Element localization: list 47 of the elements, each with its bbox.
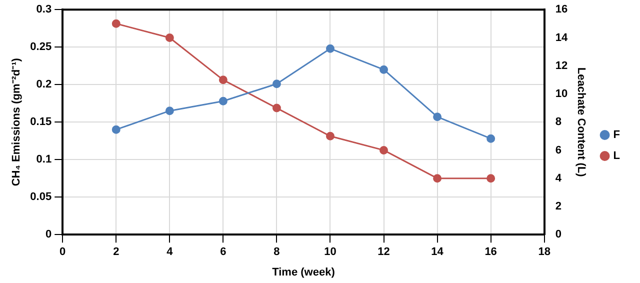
point <box>380 65 388 74</box>
point <box>486 134 496 143</box>
y2-tick-label: 8 <box>555 116 562 128</box>
legend-label: F <box>613 129 620 142</box>
point <box>326 44 334 53</box>
x-tick-label: 14 <box>431 246 444 258</box>
x-tick-label: 0 <box>60 246 66 258</box>
point <box>165 33 174 42</box>
point <box>112 125 120 134</box>
y-axis-title: CH₄ Emissions (gm⁻²d⁻¹) <box>10 58 23 186</box>
point <box>326 132 334 140</box>
y-tick-label: 0.1 <box>36 154 52 166</box>
x-tick-label: 6 <box>220 246 226 258</box>
x-tick-label: 16 <box>484 246 497 258</box>
y-tick-label: 0.05 <box>30 191 52 204</box>
point <box>165 106 174 116</box>
x-tick-label: 12 <box>378 246 390 258</box>
point <box>380 146 388 154</box>
y-tick-label: 0.2 <box>36 78 52 91</box>
y2-tick-label: 12 <box>555 60 568 72</box>
point <box>433 174 442 183</box>
y-tick-label: 0 <box>45 228 52 241</box>
y2-tick-label: 14 <box>555 32 568 44</box>
x-tick-label: 8 <box>274 246 280 258</box>
point <box>272 80 281 88</box>
point <box>486 174 496 183</box>
y2-tick-label: 2 <box>555 200 562 213</box>
y-tick-label: 0.3 <box>36 4 52 16</box>
y2-axis-title: Leachate Content (L) <box>575 67 588 178</box>
y2-tick-label: 0 <box>555 228 562 241</box>
point <box>218 76 228 84</box>
y2-tick-label: 16 <box>555 4 568 16</box>
x-axis-title: Time (week) <box>272 266 336 278</box>
x-tick-label: 18 <box>538 246 550 258</box>
point <box>272 104 281 112</box>
y-tick-label: 0.15 <box>30 116 52 128</box>
y2-tick-label: 4 <box>555 172 562 184</box>
point <box>433 112 442 122</box>
x-tick-label: 4 <box>166 246 174 258</box>
y2-tick-label: 6 <box>555 144 562 156</box>
point <box>112 19 120 28</box>
point <box>218 96 228 106</box>
y-tick-label: 0.25 <box>30 41 52 54</box>
x-tick-label: 10 <box>324 246 336 258</box>
x-tick-label: 2 <box>113 246 120 258</box>
legend-label: L <box>613 150 620 162</box>
y2-tick-label: 10 <box>555 88 568 100</box>
